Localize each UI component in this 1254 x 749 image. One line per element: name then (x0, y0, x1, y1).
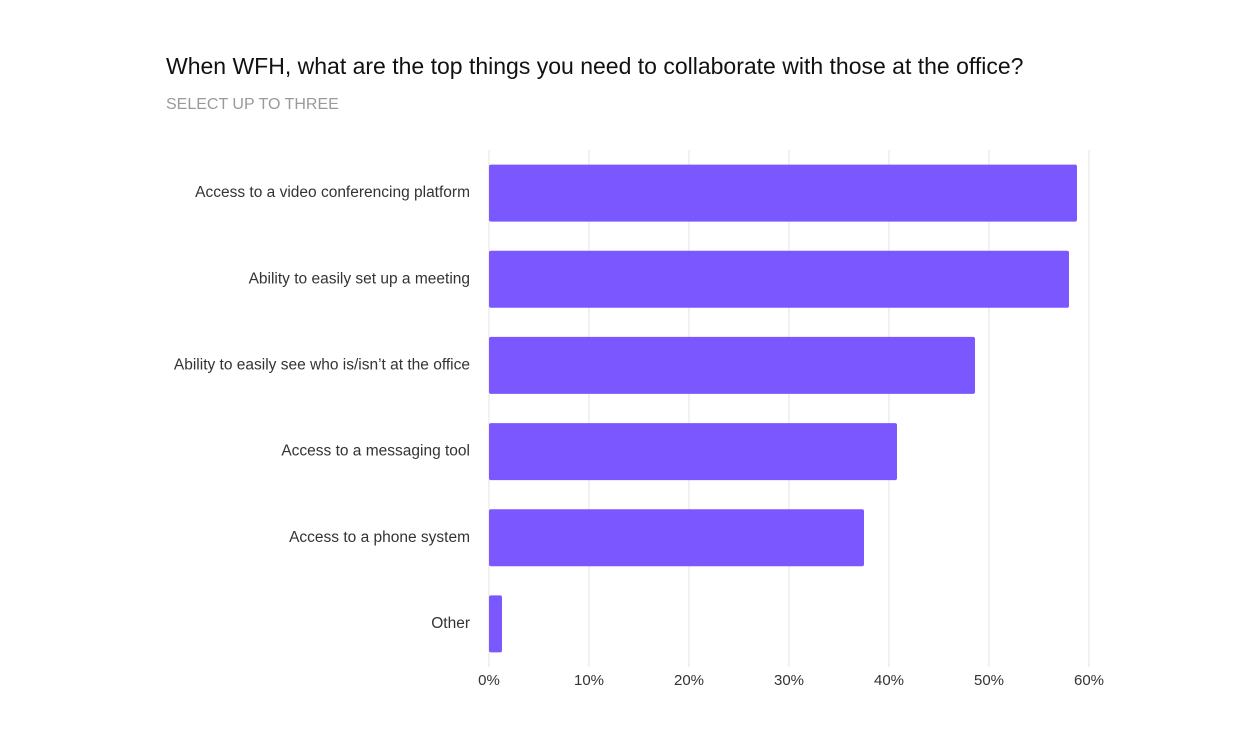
x-tick-label: 30% (774, 672, 804, 689)
chart-title: When WFH, what are the top things you ne… (166, 53, 1023, 79)
bar (489, 423, 897, 481)
bar (489, 509, 864, 567)
bar (489, 336, 975, 394)
y-tick-label: Access to a messaging tool (281, 443, 470, 460)
x-tick-label: 50% (974, 672, 1004, 689)
y-tick-label: Ability to easily see who is/isn’t at th… (174, 357, 470, 374)
y-tick-label: Access to a video conferencing platform (195, 184, 470, 201)
x-tick-label: 0% (478, 672, 500, 689)
bar (489, 595, 502, 653)
x-tick-label: 20% (674, 672, 704, 689)
y-tick-label: Access to a phone system (289, 529, 470, 546)
bar (489, 250, 1069, 308)
x-tick-label: 10% (574, 672, 604, 689)
x-tick-label: 60% (1074, 672, 1104, 689)
bar (489, 164, 1077, 222)
x-tick-label: 40% (874, 672, 904, 689)
chart-subtitle: SELECT UP TO THREE (166, 96, 339, 113)
y-tick-label: Ability to easily set up a meeting (249, 270, 470, 287)
y-tick-label: Other (431, 615, 470, 632)
